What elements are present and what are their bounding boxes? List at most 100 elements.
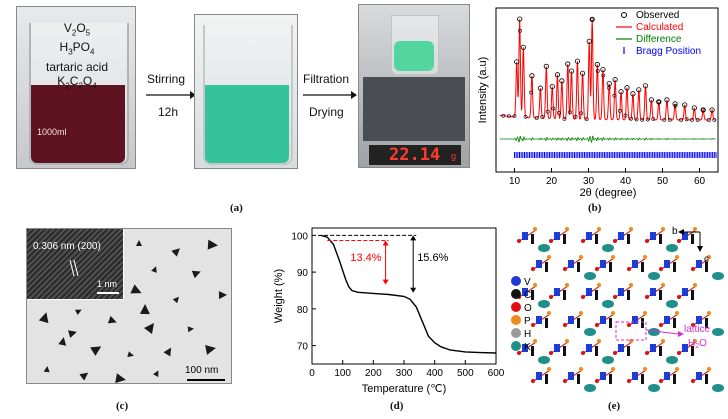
observed-point <box>537 85 544 91</box>
legend-atom-label: O <box>524 303 532 314</box>
oxygen-atom <box>613 351 617 355</box>
xrd-xlabel: 2θ (degree) <box>580 187 637 199</box>
carbon-chain <box>673 374 676 384</box>
vanadium-atom <box>536 316 542 324</box>
observed-point <box>664 97 670 103</box>
carbon-chain <box>545 374 548 384</box>
nanoparticle <box>43 366 50 373</box>
green-suspension <box>205 85 289 163</box>
phosphorus-atom <box>597 283 601 287</box>
lattice-spacing-label: 0.306 nm (200) <box>33 241 101 252</box>
observed-point <box>512 114 517 119</box>
observed-point <box>554 72 561 78</box>
phosphorus-atom <box>629 227 633 231</box>
oxygen-atom <box>563 267 567 271</box>
observed-point <box>600 66 606 73</box>
tem-image: 0.306 nm (200) 1 nm 100 nm <box>26 228 232 384</box>
phosphorus-atom <box>693 227 697 231</box>
nanoparticle <box>172 296 180 304</box>
observed-point <box>618 108 622 113</box>
observed-point <box>645 117 650 122</box>
nanoparticle <box>152 370 159 378</box>
balance-body <box>363 77 465 141</box>
oxygen-atom <box>691 323 695 327</box>
tga-x-tick-label: 600 <box>488 368 505 379</box>
vanadium-atom <box>696 316 702 324</box>
carbon-chain <box>609 374 612 384</box>
carbon-chain <box>595 346 598 356</box>
dark-solution <box>31 85 125 163</box>
legend-atom-label: P <box>524 316 531 327</box>
phosphorus-atom <box>565 339 569 343</box>
observed-point <box>501 113 506 118</box>
beaker-glass <box>203 25 293 165</box>
step2-label-bottom: Drying <box>309 105 344 119</box>
scale-bar-label: 100 nm <box>185 365 219 376</box>
potassium-atom <box>602 300 614 308</box>
oxygen-atom <box>581 239 585 243</box>
xrd-x-tick-label: 10 <box>509 176 521 187</box>
vanadium-atom <box>650 232 656 240</box>
oxygen-atom <box>581 295 585 299</box>
phosphorus-atom <box>533 283 537 287</box>
potassium-atom <box>648 328 660 336</box>
potassium-atom <box>538 356 550 364</box>
oxygen-atom <box>677 351 681 355</box>
observed-point <box>701 108 706 112</box>
observed-point <box>656 99 661 104</box>
observed-point <box>640 117 645 122</box>
beaker-photo-reagents: 1000ml V2O5 H3PO4 tartaric acid K2C2O4 <box>16 6 136 169</box>
nanoparticle <box>127 351 134 358</box>
nanoparticle <box>191 270 201 279</box>
observed-point <box>624 85 630 91</box>
legend-atom-label: K <box>524 342 531 353</box>
oxygen-atom <box>517 351 521 355</box>
legend-atom-icon <box>511 289 521 299</box>
vanadium-atom <box>522 232 528 240</box>
vanadium-atom <box>632 260 638 268</box>
tga-x-tick-label: 300 <box>396 368 413 379</box>
vanadium-atom <box>600 316 606 324</box>
carbon-chain <box>705 262 708 272</box>
callout-lattice: lattice <box>684 324 711 335</box>
callout-arrow <box>645 329 679 335</box>
vanadium-atom <box>682 232 688 240</box>
observed-point <box>562 116 567 121</box>
nanoparticle <box>139 304 150 315</box>
balance-photo: 22.14 g <box>358 4 470 168</box>
phosphorus-atom <box>675 311 679 315</box>
arrow-right-icon <box>303 91 357 99</box>
xrd-ylabel: Intensity (a.u) <box>477 57 489 124</box>
vanadium-atom <box>568 372 574 380</box>
observed-point <box>673 103 678 108</box>
oxygen-atom <box>627 323 631 327</box>
observed-point <box>709 107 715 113</box>
observed-point <box>568 110 572 115</box>
vanadium-atom <box>568 260 574 268</box>
vanadium-atom <box>554 232 560 240</box>
observed-point <box>534 116 539 120</box>
oxygen-atom <box>595 379 599 383</box>
oxygen-atom <box>595 323 599 327</box>
reagent-tartaric-acid: tartaric acid <box>45 59 109 74</box>
tga-x-tick-label: 500 <box>457 368 474 379</box>
xrd-x-tick-label: 20 <box>546 176 558 187</box>
phosphorus-atom <box>643 255 647 259</box>
arrow-right-icon <box>146 91 196 99</box>
phosphorus-atom <box>643 367 647 371</box>
vanadium-atom <box>650 344 656 352</box>
xrd-plot-frame <box>495 7 719 173</box>
observed-point <box>656 99 662 105</box>
carbon-chain <box>659 234 662 244</box>
observed-point <box>682 102 688 108</box>
calculated-pattern-line <box>499 19 716 121</box>
panel-c: 0.306 nm (200) 1 nm 100 nm (c) <box>0 222 240 419</box>
weight-loss-curve <box>321 234 497 354</box>
beaker-photo-product <box>194 14 298 169</box>
oxygen-atom <box>613 295 617 299</box>
carbon-chain <box>641 318 644 328</box>
potassium-atom <box>712 328 724 336</box>
balance-unit: g <box>451 151 457 161</box>
reagent-k2c2o4: K2C2O4 <box>57 73 97 91</box>
